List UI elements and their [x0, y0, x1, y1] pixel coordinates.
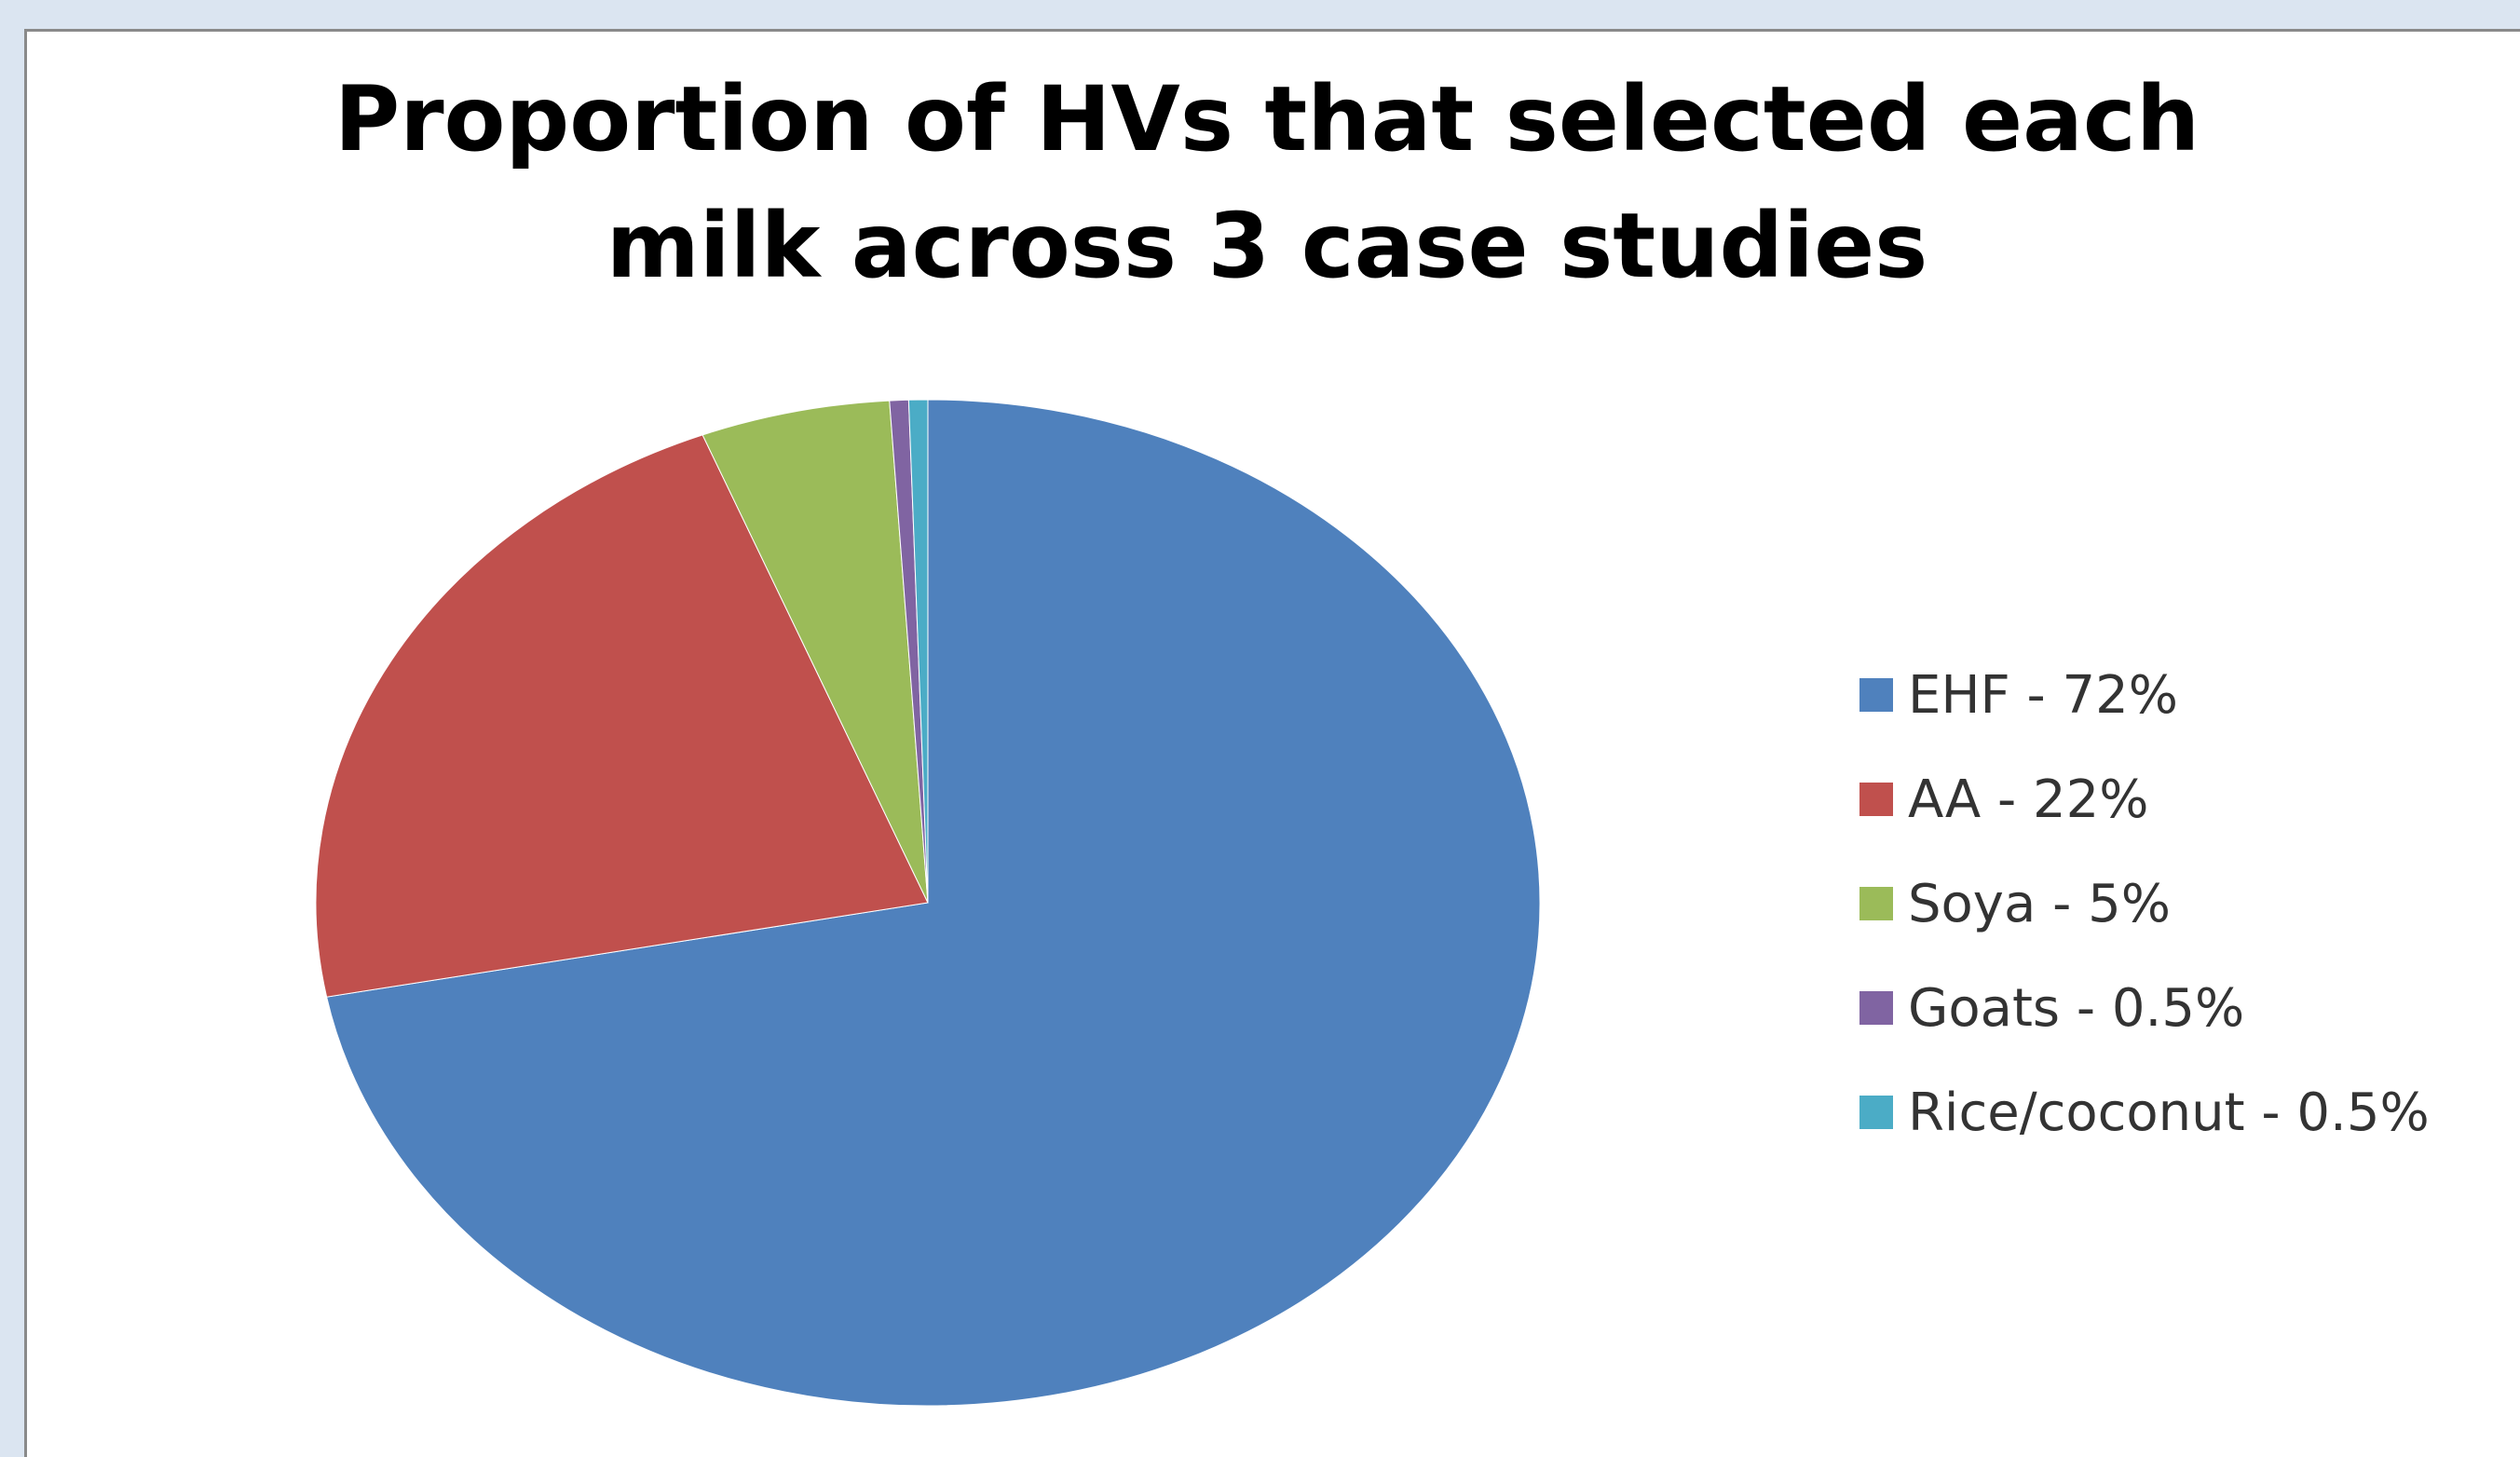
legend-swatch-soya — [1859, 887, 1893, 920]
pie-slice-rice-coconut — [907, 399, 929, 904]
legend-label-soya: Soya - 5% — [1908, 873, 2171, 934]
chart-title-line-2: milk across 3 case studies — [606, 194, 1928, 298]
legend-swatch-aa — [1859, 783, 1893, 816]
pie-slice-soya — [702, 400, 929, 904]
legend-swatch-goats — [1859, 991, 1893, 1025]
pie-slice-aa — [315, 434, 929, 998]
chart-title-line-1: Proportion of HVs that selected each — [334, 67, 2200, 171]
legend-item-goats: Goats - 0.5% — [1859, 956, 2430, 1060]
legend-item-ehf: EHF - 72% — [1859, 643, 2430, 747]
legend-swatch-ehf — [1859, 678, 1893, 712]
legend-item-aa: AA - 22% — [1859, 747, 2430, 851]
chart-title: Proportion of HVs that selected each mil… — [0, 56, 2520, 309]
legend-item-rice-coconut: Rice/coconut - 0.5% — [1859, 1060, 2430, 1164]
legend-swatch-rice-coconut — [1859, 1096, 1893, 1129]
legend-label-rice-coconut: Rice/coconut - 0.5% — [1908, 1082, 2430, 1143]
pie-slice-ehf — [326, 399, 1541, 1407]
legend-label-ehf: EHF - 72% — [1908, 664, 2178, 726]
legend-item-soya: Soya - 5% — [1859, 851, 2430, 956]
legend-label-aa: AA - 22% — [1908, 769, 2149, 830]
chart-legend: EHF - 72% AA - 22% Soya - 5% Goats - 0.5… — [1859, 643, 2430, 1164]
legend-label-goats: Goats - 0.5% — [1908, 977, 2245, 1039]
